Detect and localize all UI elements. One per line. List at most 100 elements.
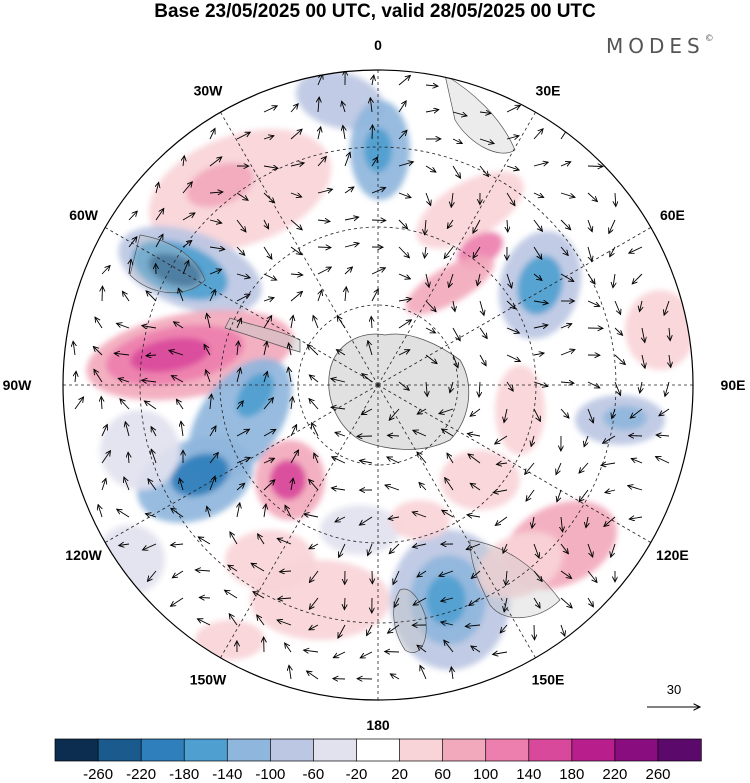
colorbar-swatch bbox=[183, 738, 228, 762]
wind-vector bbox=[148, 479, 157, 491]
wind-vector bbox=[500, 624, 508, 633]
wind-vector bbox=[587, 597, 593, 607]
wind-vector bbox=[290, 192, 302, 197]
wind-vector bbox=[398, 219, 408, 229]
colorbar-tick-label: -20 bbox=[346, 766, 368, 783]
wind-vector bbox=[614, 354, 625, 365]
wind-vector bbox=[368, 543, 373, 556]
colorbar-tick-label: -220 bbox=[126, 766, 156, 783]
wind-vector bbox=[534, 624, 535, 640]
wind-vector bbox=[309, 570, 319, 583]
wind-vector bbox=[470, 483, 481, 491]
wind-vector bbox=[146, 514, 157, 517]
wind-vector bbox=[425, 165, 436, 172]
wind-vector bbox=[398, 246, 409, 258]
wind-vector bbox=[182, 213, 195, 221]
wind-vector bbox=[371, 268, 385, 275]
wind-vector bbox=[588, 219, 592, 232]
wind-vector bbox=[309, 399, 319, 410]
longitude-label: 90E bbox=[721, 377, 746, 393]
wind-vector bbox=[125, 422, 129, 437]
wind-vector bbox=[179, 478, 183, 491]
wind-vector bbox=[467, 515, 481, 517]
wind-vector bbox=[398, 130, 407, 140]
wind-vector bbox=[342, 101, 345, 113]
wind-vector bbox=[479, 112, 491, 113]
wind-vector bbox=[426, 273, 429, 287]
wind-vector bbox=[452, 111, 467, 116]
wind-vector bbox=[389, 408, 400, 420]
wind-vector bbox=[209, 269, 222, 275]
wind-vector bbox=[151, 427, 157, 437]
wind-vector bbox=[257, 615, 265, 626]
wind-vector bbox=[263, 458, 275, 464]
wind-vector bbox=[560, 597, 572, 608]
wind-vector bbox=[309, 597, 319, 609]
wind-vector bbox=[124, 477, 130, 491]
wind-vector bbox=[398, 75, 410, 86]
wind-vector bbox=[506, 300, 516, 309]
wind-vector bbox=[318, 127, 321, 140]
wind-vector bbox=[640, 381, 642, 393]
wind-vector bbox=[101, 451, 111, 464]
wind-vector bbox=[610, 246, 616, 257]
wind-vector bbox=[587, 300, 600, 306]
wind-vector bbox=[312, 423, 319, 437]
wind-vector bbox=[664, 300, 670, 315]
wind-vector bbox=[263, 273, 277, 280]
wind-vector bbox=[225, 590, 238, 599]
wind-vector bbox=[642, 327, 645, 343]
wind-vector bbox=[339, 543, 346, 557]
wind-vector bbox=[176, 399, 184, 410]
wind-vector bbox=[317, 247, 331, 248]
wind-vector bbox=[603, 435, 616, 443]
wind-vector bbox=[290, 291, 303, 302]
wind-vector bbox=[587, 166, 603, 167]
wind-vector bbox=[371, 188, 386, 194]
wind-vector bbox=[209, 290, 215, 302]
wind-vector bbox=[533, 246, 542, 259]
wind-vector bbox=[560, 408, 569, 418]
wind-vector bbox=[640, 300, 643, 312]
wind-vector bbox=[387, 457, 400, 464]
wind-vector bbox=[332, 457, 346, 464]
wind-vector bbox=[479, 327, 487, 339]
wind-vector bbox=[587, 408, 593, 423]
wind-vector bbox=[642, 354, 645, 368]
wind-vector bbox=[370, 98, 372, 113]
wind-vector bbox=[587, 570, 597, 583]
wind-vector bbox=[612, 408, 615, 419]
wind-vector bbox=[398, 381, 409, 390]
wind-vector bbox=[128, 452, 129, 464]
colorbar-tick-label: 220 bbox=[602, 766, 627, 783]
colorbar-tick-label: 20 bbox=[391, 766, 408, 783]
wind-vector bbox=[147, 570, 157, 581]
wind-vector bbox=[532, 516, 534, 528]
wind-vector bbox=[317, 189, 333, 193]
wind-vector bbox=[146, 291, 157, 302]
brand-mark: © bbox=[704, 34, 714, 45]
wind-vector bbox=[611, 543, 616, 557]
wind-vector bbox=[479, 381, 480, 397]
wind-vector bbox=[361, 408, 373, 415]
wind-vector bbox=[155, 209, 164, 221]
colorbar-swatch bbox=[485, 738, 530, 762]
wind-vector bbox=[317, 74, 323, 86]
wind-vector bbox=[506, 192, 515, 206]
wind-vector bbox=[278, 598, 292, 599]
wind-vector bbox=[331, 488, 346, 490]
wind-vector bbox=[447, 219, 454, 228]
wind-vector bbox=[398, 350, 410, 356]
wind-vector bbox=[372, 75, 374, 86]
wind-vector bbox=[277, 538, 292, 545]
wind-vector bbox=[120, 399, 130, 410]
wind-vector bbox=[209, 426, 216, 437]
wind-vector bbox=[495, 516, 508, 525]
wind-vector bbox=[425, 85, 438, 86]
colorbar-swatch bbox=[657, 738, 702, 762]
wind-vector bbox=[101, 397, 102, 410]
wind-vector bbox=[398, 320, 412, 329]
wind-vector bbox=[129, 259, 131, 275]
wind-vector bbox=[506, 570, 507, 585]
wind-vector bbox=[385, 652, 400, 653]
